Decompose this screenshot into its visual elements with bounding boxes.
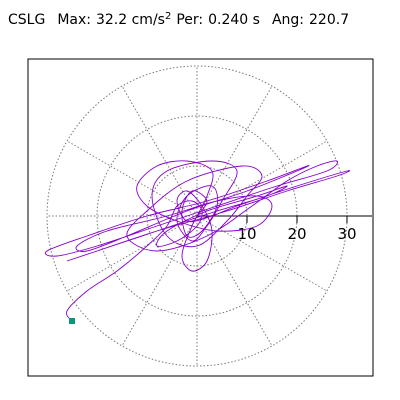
grid-spoke — [66, 140, 198, 217]
angle-label: Ang: — [271, 12, 305, 28]
station-code: CSLG — [8, 12, 46, 28]
grid-spoke — [196, 215, 328, 292]
period-label: Per: — [176, 12, 204, 28]
period-value: 0.240 s — [208, 12, 260, 28]
orbit-end-marker — [69, 318, 75, 324]
orbit-line — [44, 160, 351, 322]
max-value: 32.2 cm/s — [95, 12, 165, 28]
angle-value: 220.7 — [309, 12, 350, 28]
grid-spoke — [66, 215, 198, 292]
chart-header: CSLG Max: 32.2 cm/s2 Per: 0.240 s Ang: 220.7 — [8, 11, 349, 31]
max-label: Max: — [57, 12, 91, 28]
radial-tick-label: 30 — [337, 225, 356, 243]
grid-spoke — [196, 85, 273, 217]
grid-spoke — [121, 85, 198, 217]
radial-tick-label: 20 — [287, 225, 306, 243]
radial-axis: 10 20 30 — [197, 215, 372, 243]
orbit-trace — [44, 160, 351, 324]
max-unit-exponent: 2 — [164, 11, 172, 22]
grid-spoke — [121, 215, 198, 347]
